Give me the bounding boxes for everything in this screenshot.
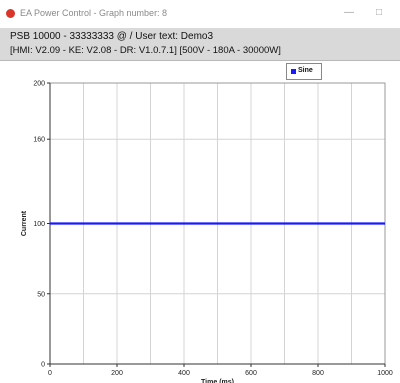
minimize-button[interactable]: — [344, 7, 354, 18]
x-tick-label: 600 [245, 370, 257, 377]
chart[interactable]: 0 200 400 600 800 1000 0 50 100 160 200 Current Time… [0, 61, 400, 383]
x-tick-label: 1000 [377, 370, 393, 377]
chart-legend: Sine [286, 63, 322, 80]
title-bar: EA Power Control - Graph number: 8 — □ [0, 0, 400, 28]
x-tick-label: 0 [48, 370, 52, 377]
x-tick-label: 200 [111, 370, 123, 377]
legend-swatch-sine [291, 69, 296, 74]
x-axis-label: Time (ms) [201, 379, 234, 383]
y-axis-label: Current [21, 210, 28, 236]
y-tick-label: 200 [33, 81, 45, 88]
device-info-line: [HMI: V2.09 - KE: V2.08 - DR: V1.0.7.1] … [10, 45, 281, 56]
x-tick-label: 800 [312, 370, 324, 377]
legend-label-sine: Sine [298, 67, 313, 74]
close-button[interactable]: □ [375, 7, 383, 18]
window-title: EA Power Control - Graph number: 8 [20, 8, 168, 18]
device-info-header: PSB 10000 - 33333333 @ / User text: Demo… [0, 28, 400, 61]
y-tick-label: 50 [37, 291, 45, 298]
device-line: PSB 10000 - 33333333 @ / User text: Demo… [10, 31, 214, 42]
y-tick-label: 0 [41, 362, 45, 369]
y-tick-label: 160 [33, 137, 45, 144]
app-icon [6, 9, 15, 18]
x-tick-label: 400 [178, 370, 190, 377]
y-tick-label: 100 [33, 221, 45, 228]
